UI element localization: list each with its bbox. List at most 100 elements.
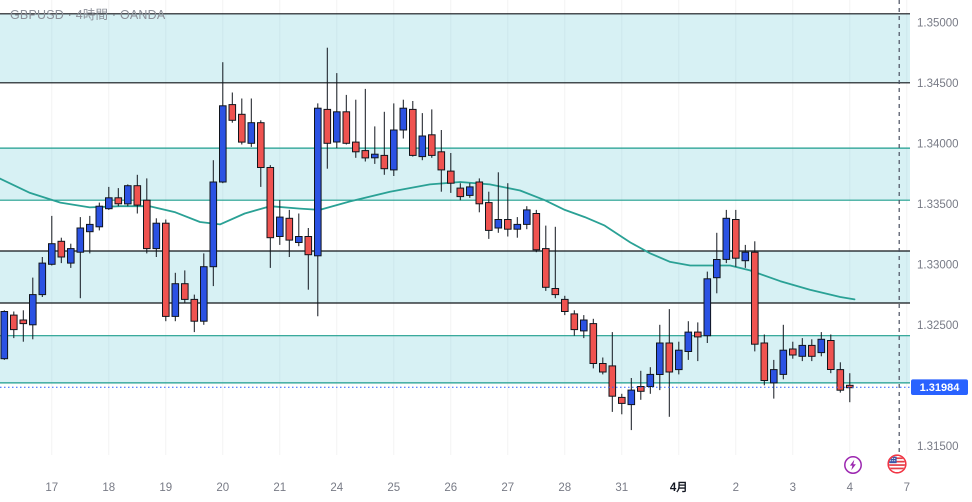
y-axis-label: 1.33000 [917,259,959,271]
candle-up [67,248,75,264]
x-axis-label: 4月 [670,481,688,494]
y-axis-label: 1.32500 [917,320,959,332]
candle-up [295,236,303,243]
candle-down [190,298,199,322]
candle-up [675,349,683,371]
candle-up [276,216,284,238]
candle-up [513,223,522,230]
candle-up [646,373,655,387]
candle-down [732,219,740,259]
candle-down [561,298,569,312]
candle-down [133,185,142,206]
x-axis-label: 26 [444,482,457,494]
candle-down [551,288,560,296]
candle-down [447,170,455,184]
candle-down [475,181,484,205]
price-badge-rect [911,379,968,395]
x-axis-label: 27 [501,482,514,494]
x-axis-label: 25 [387,482,400,494]
lightning-icon[interactable] [843,455,863,475]
candle-up [86,223,94,233]
y-axis-label: 1.34000 [917,138,959,150]
zone-rect[interactable] [0,250,910,304]
x-axis-label: 17 [45,482,58,494]
x-axis-label: 28 [558,482,571,494]
x-axis-label: 7 [904,482,910,494]
x-axis-label: 31 [615,482,628,494]
candle-up [200,266,208,322]
candle-up [95,205,104,228]
y-axis-label: 1.34500 [917,78,959,90]
candle-up [371,153,379,159]
candle-down [285,217,294,241]
candle-down [808,344,816,357]
candle-up [390,129,398,171]
candle-down [532,213,541,251]
candle-down [789,348,797,356]
candle-up [219,105,227,183]
current-price-badge: 1.31984 [911,379,968,395]
candle-up [399,107,408,131]
candle-up [247,122,256,144]
candle-down [827,340,835,370]
x-axis[interactable]: 17 18 19 20 21 24 25 26 27 28 31 4月 2 3 4 7 [45,481,910,494]
candle-up [76,227,85,253]
candle-down [485,202,493,231]
candle-down [542,248,550,288]
candle-up [152,222,161,250]
price-badge-text: 1.31984 [920,382,961,394]
candle-down [19,319,28,325]
candle-down [181,283,189,300]
candle-up [0,311,9,360]
candle-down [504,219,512,230]
candle-up [770,369,778,384]
candle-down [114,197,123,205]
candle-down [266,167,275,239]
candle-up [627,389,636,406]
candlestick-series [0,47,854,431]
candle-down [342,111,351,144]
candle-up [656,342,664,375]
candle-down [323,108,332,144]
candle-down [238,113,246,143]
candle-up [48,243,56,265]
y-axis[interactable]: 1.35000 1.34500 1.34000 1.33500 1.33000 1.325… [917,17,959,453]
candle-up [124,185,132,205]
x-axis-label: 24 [330,482,343,494]
candle-down [694,331,702,338]
x-axis-label: 20 [216,482,229,494]
candle-down [428,134,436,156]
candle-up [38,262,47,296]
candle-down [608,365,617,397]
candle-up [580,319,588,332]
candle-up [418,135,427,158]
x-axis-label: 2 [733,482,739,494]
candle-up [817,338,826,354]
x-axis-label: 18 [102,482,115,494]
candle-down [352,141,360,153]
candle-up [171,283,180,317]
candle-down [456,187,465,198]
candle-up [105,197,113,210]
symbol-title[interactable]: GBPUSD · 4時間 · OANDA [10,8,166,22]
candle-up [466,186,474,196]
candle-down [380,154,389,170]
candle-down [257,122,265,168]
us-flag-icon[interactable] [887,454,907,474]
x-axis-label: 3 [790,482,796,494]
candle-down [409,108,417,156]
candle-up [713,259,721,279]
candle-down [57,240,66,258]
candle-down [599,363,607,373]
candle-up [779,349,788,375]
zone-rect[interactable] [0,148,910,201]
candle-down [760,342,769,381]
candle-up [741,251,750,262]
candle-down [570,313,579,331]
candle-down [10,314,18,331]
zone-rect[interactable] [0,13,910,83]
x-axis-label: 19 [159,482,172,494]
candle-down [437,151,446,171]
